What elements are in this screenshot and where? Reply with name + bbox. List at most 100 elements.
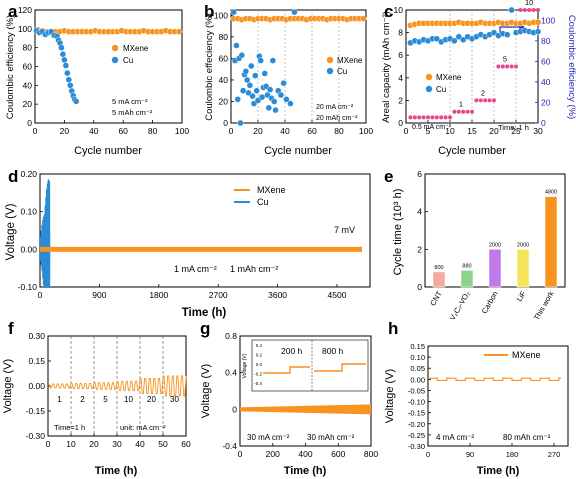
cu-point xyxy=(58,44,65,51)
step-label: 1 xyxy=(459,100,463,109)
capacity-point xyxy=(531,8,536,12)
x-tick-label: 0 xyxy=(426,450,430,459)
y-tick-label: -0.05 xyxy=(408,386,425,395)
y-tick-label: 80 xyxy=(219,32,229,42)
y-tick-label: 0.20 xyxy=(20,169,37,179)
panel-g-inset-ylabel: Voltage (V) xyxy=(242,353,248,378)
capacity-point xyxy=(430,115,435,120)
capacity-point xyxy=(536,8,540,12)
panel-d-legend-mxene: MXene xyxy=(257,185,286,195)
x-tick-label: 100 xyxy=(359,126,373,136)
x-tick-label: 0 xyxy=(404,126,409,136)
bar xyxy=(516,249,530,288)
y-tick-label: 100 xyxy=(18,24,32,34)
panel-b-legend-mxene-marker xyxy=(326,56,334,64)
cu-point xyxy=(283,96,290,103)
cu-point xyxy=(508,6,515,14)
cu-point xyxy=(455,33,462,40)
x-tick-label: 20 xyxy=(489,126,499,136)
cu-point xyxy=(233,42,240,49)
panel-g-ylabel: Voltage (V) xyxy=(200,364,212,418)
y-tick-label: 80 xyxy=(23,43,33,53)
x-tick-label: 40 xyxy=(135,439,145,449)
mxene-point xyxy=(534,19,542,26)
cu-point xyxy=(433,35,440,42)
x-tick-label: 600 xyxy=(331,449,345,459)
panel-d: d Time (h) Voltage (V) MXene Cu 7 mV 1 m… xyxy=(5,167,371,319)
x-tick-label: 180 xyxy=(506,450,519,459)
cu-point xyxy=(269,57,277,64)
y-tick-label: 0.10 xyxy=(20,207,37,217)
panel-b-legend-cu: Cu xyxy=(337,67,347,76)
panel-a-legend-mxene-marker xyxy=(111,44,119,52)
x-tick-label: 80 xyxy=(148,126,158,136)
panel-c-ylabel-right: Coulombic efficiency (%) xyxy=(566,15,576,119)
panel-a: a Cycle number Coulombic efficiency (%) … xyxy=(5,2,189,157)
panel-g-note1: 30 mA cm⁻² xyxy=(247,433,290,442)
step-label: 2 xyxy=(80,395,85,404)
panel-b-note2: 20 mAh cm⁻² xyxy=(316,115,358,122)
panel-e-ylabel: Cycle time (10³ h) xyxy=(392,189,404,276)
capacity-point xyxy=(514,64,518,69)
panel-c-ylabel: Areal capacity (mAh cm⁻²) xyxy=(381,11,392,123)
x-tick-label: 90 xyxy=(466,450,474,459)
panel-a-frame xyxy=(34,9,183,124)
x-tick-label: 60 xyxy=(307,126,317,136)
panel-c-xlabel: Cycle number xyxy=(438,145,506,157)
panel-g-label: g xyxy=(200,319,210,338)
cu-trace xyxy=(40,179,51,287)
capacity-point xyxy=(518,8,523,12)
x-tick-label: 900 xyxy=(92,290,106,300)
panel-g-inset-frame xyxy=(251,339,369,392)
capacity-point xyxy=(461,109,466,114)
y-tick-label: 0.05 xyxy=(410,364,425,373)
panel-g-inset-trace-800h xyxy=(314,363,366,372)
cu-point xyxy=(61,56,68,64)
panel-c-note-time: Time: 1 h xyxy=(498,123,529,132)
y-tick-label: 0.15 xyxy=(28,356,45,366)
panel-h-frame xyxy=(427,345,569,447)
capacity-point xyxy=(465,109,470,114)
step-label: 1 xyxy=(57,395,62,404)
cu-point xyxy=(234,96,241,103)
x-tick-label: 60 xyxy=(181,439,191,449)
panel-b-note1: 20 mA cm⁻² xyxy=(316,104,354,111)
panel-c-legend-cu-marker xyxy=(425,85,433,93)
capacity-point xyxy=(496,64,501,69)
step-label: 10 xyxy=(124,395,133,404)
y-tick-label: 0.10 xyxy=(410,353,425,362)
cu-point xyxy=(451,37,458,45)
panel-c-note-start: 0.5 mA cm⁻² xyxy=(412,124,452,131)
x-tick-label: 10 xyxy=(445,126,455,136)
bar-value-label: 2000 xyxy=(489,242,501,248)
cu-point xyxy=(261,70,268,77)
capacity-point xyxy=(421,115,426,120)
bar-value-label: 4800 xyxy=(545,190,557,196)
cu-point xyxy=(230,8,237,16)
panel-g: g Time (h) Voltage (V) 200 h 800 h Volta… xyxy=(200,319,378,477)
y-tick-label: 6 xyxy=(398,50,403,60)
cu-point xyxy=(291,8,298,16)
panel-a-legend-cu-marker xyxy=(111,56,119,64)
y-tick-label: 0 xyxy=(417,282,422,292)
x-tick-label: 3600 xyxy=(268,290,287,300)
panel-a-xlabel: Cycle number xyxy=(74,145,142,157)
cu-point xyxy=(257,57,264,64)
panel-d-ylabel: Voltage (V) xyxy=(5,203,17,260)
bar xyxy=(544,196,558,288)
x-tick-label: 2700 xyxy=(209,290,228,300)
y-tick-label: -0.25 xyxy=(408,431,425,440)
y-tick-label: -0.15 xyxy=(26,406,46,416)
panel-b-legend-cu-marker xyxy=(326,67,334,75)
panel-e-label: e xyxy=(384,167,393,186)
step-label: 5 xyxy=(103,395,108,404)
y-tick-label: 120 xyxy=(18,5,32,15)
mxene-trace xyxy=(240,404,371,415)
capacity-point xyxy=(483,98,488,103)
capacity-point xyxy=(426,115,430,120)
x-tick-label: 800 xyxy=(364,449,378,459)
y-tick-label: -0.30 xyxy=(26,431,46,441)
y-tick-label: -0.4 xyxy=(222,441,237,451)
capacity-point xyxy=(522,8,527,12)
cu-point xyxy=(249,92,256,100)
